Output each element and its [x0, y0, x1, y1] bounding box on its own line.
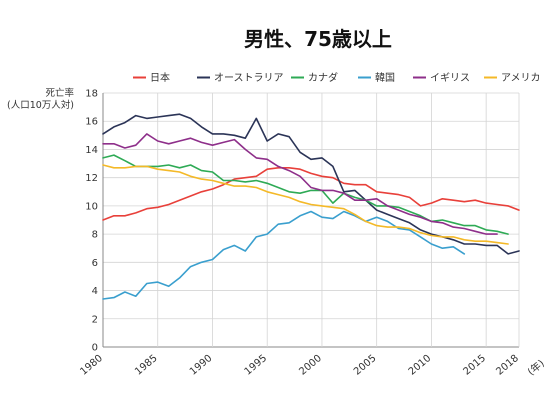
x-tick-label: 1990: [188, 353, 215, 378]
x-tick-label: 1985: [133, 353, 160, 378]
series-line-5: [102, 164, 509, 245]
x-tick-label: 2015: [462, 353, 489, 378]
y-tick-label: 18: [85, 89, 98, 100]
legend-label: アメリカ: [501, 72, 541, 84]
x-tick-label: 2018: [494, 353, 521, 378]
x-tick-label: 2010: [407, 353, 434, 378]
y-tick-label: 2: [92, 314, 98, 325]
gridlines: [102, 92, 520, 348]
x-tick-label: 2005: [352, 353, 379, 378]
y-tick-label: 12: [85, 173, 98, 184]
y-tick-label: 14: [85, 145, 98, 156]
series-line-1: [102, 113, 520, 255]
y-axis-label: 死亡率: [45, 87, 74, 99]
series-line-2: [102, 154, 509, 235]
y-tick-label: 16: [85, 117, 98, 128]
plot-area: [102, 113, 520, 300]
x-axis-unit: (年): [525, 357, 547, 378]
y-tick-label: 10: [85, 201, 98, 212]
legend: 日本 オーストラリア カナダ 韓国 イギリス アメリカ: [133, 71, 541, 84]
y-axis-label-unit: (人口10万人対): [7, 99, 74, 111]
series-line-4: [102, 133, 498, 235]
legend-label: 韓国: [375, 72, 395, 84]
x-axis-ticks: 1980 1985 1990 1995 2000 2005 2010 2015 2018: [78, 353, 521, 378]
legend-label: 日本: [150, 71, 170, 84]
y-axis-ticks: 0 2 4 6 8 10 12 14 16 18: [85, 89, 98, 354]
legend-label: イギリス: [430, 72, 470, 84]
y-tick-label: 4: [92, 286, 98, 297]
x-tick-label: 1980: [78, 353, 105, 378]
chart-title: 男性、75歳以上: [244, 27, 392, 51]
series-line-3: [102, 210, 466, 300]
y-tick-label: 8: [92, 230, 98, 241]
series-line-0: [102, 167, 520, 221]
legend-label: オーストラリア: [214, 72, 284, 84]
legend-label: カナダ: [308, 71, 338, 84]
y-tick-label: 6: [92, 258, 98, 269]
y-tick-label: 0: [92, 343, 98, 354]
x-tick-label: 2000: [297, 353, 324, 378]
x-tick-label: 1995: [243, 353, 270, 378]
